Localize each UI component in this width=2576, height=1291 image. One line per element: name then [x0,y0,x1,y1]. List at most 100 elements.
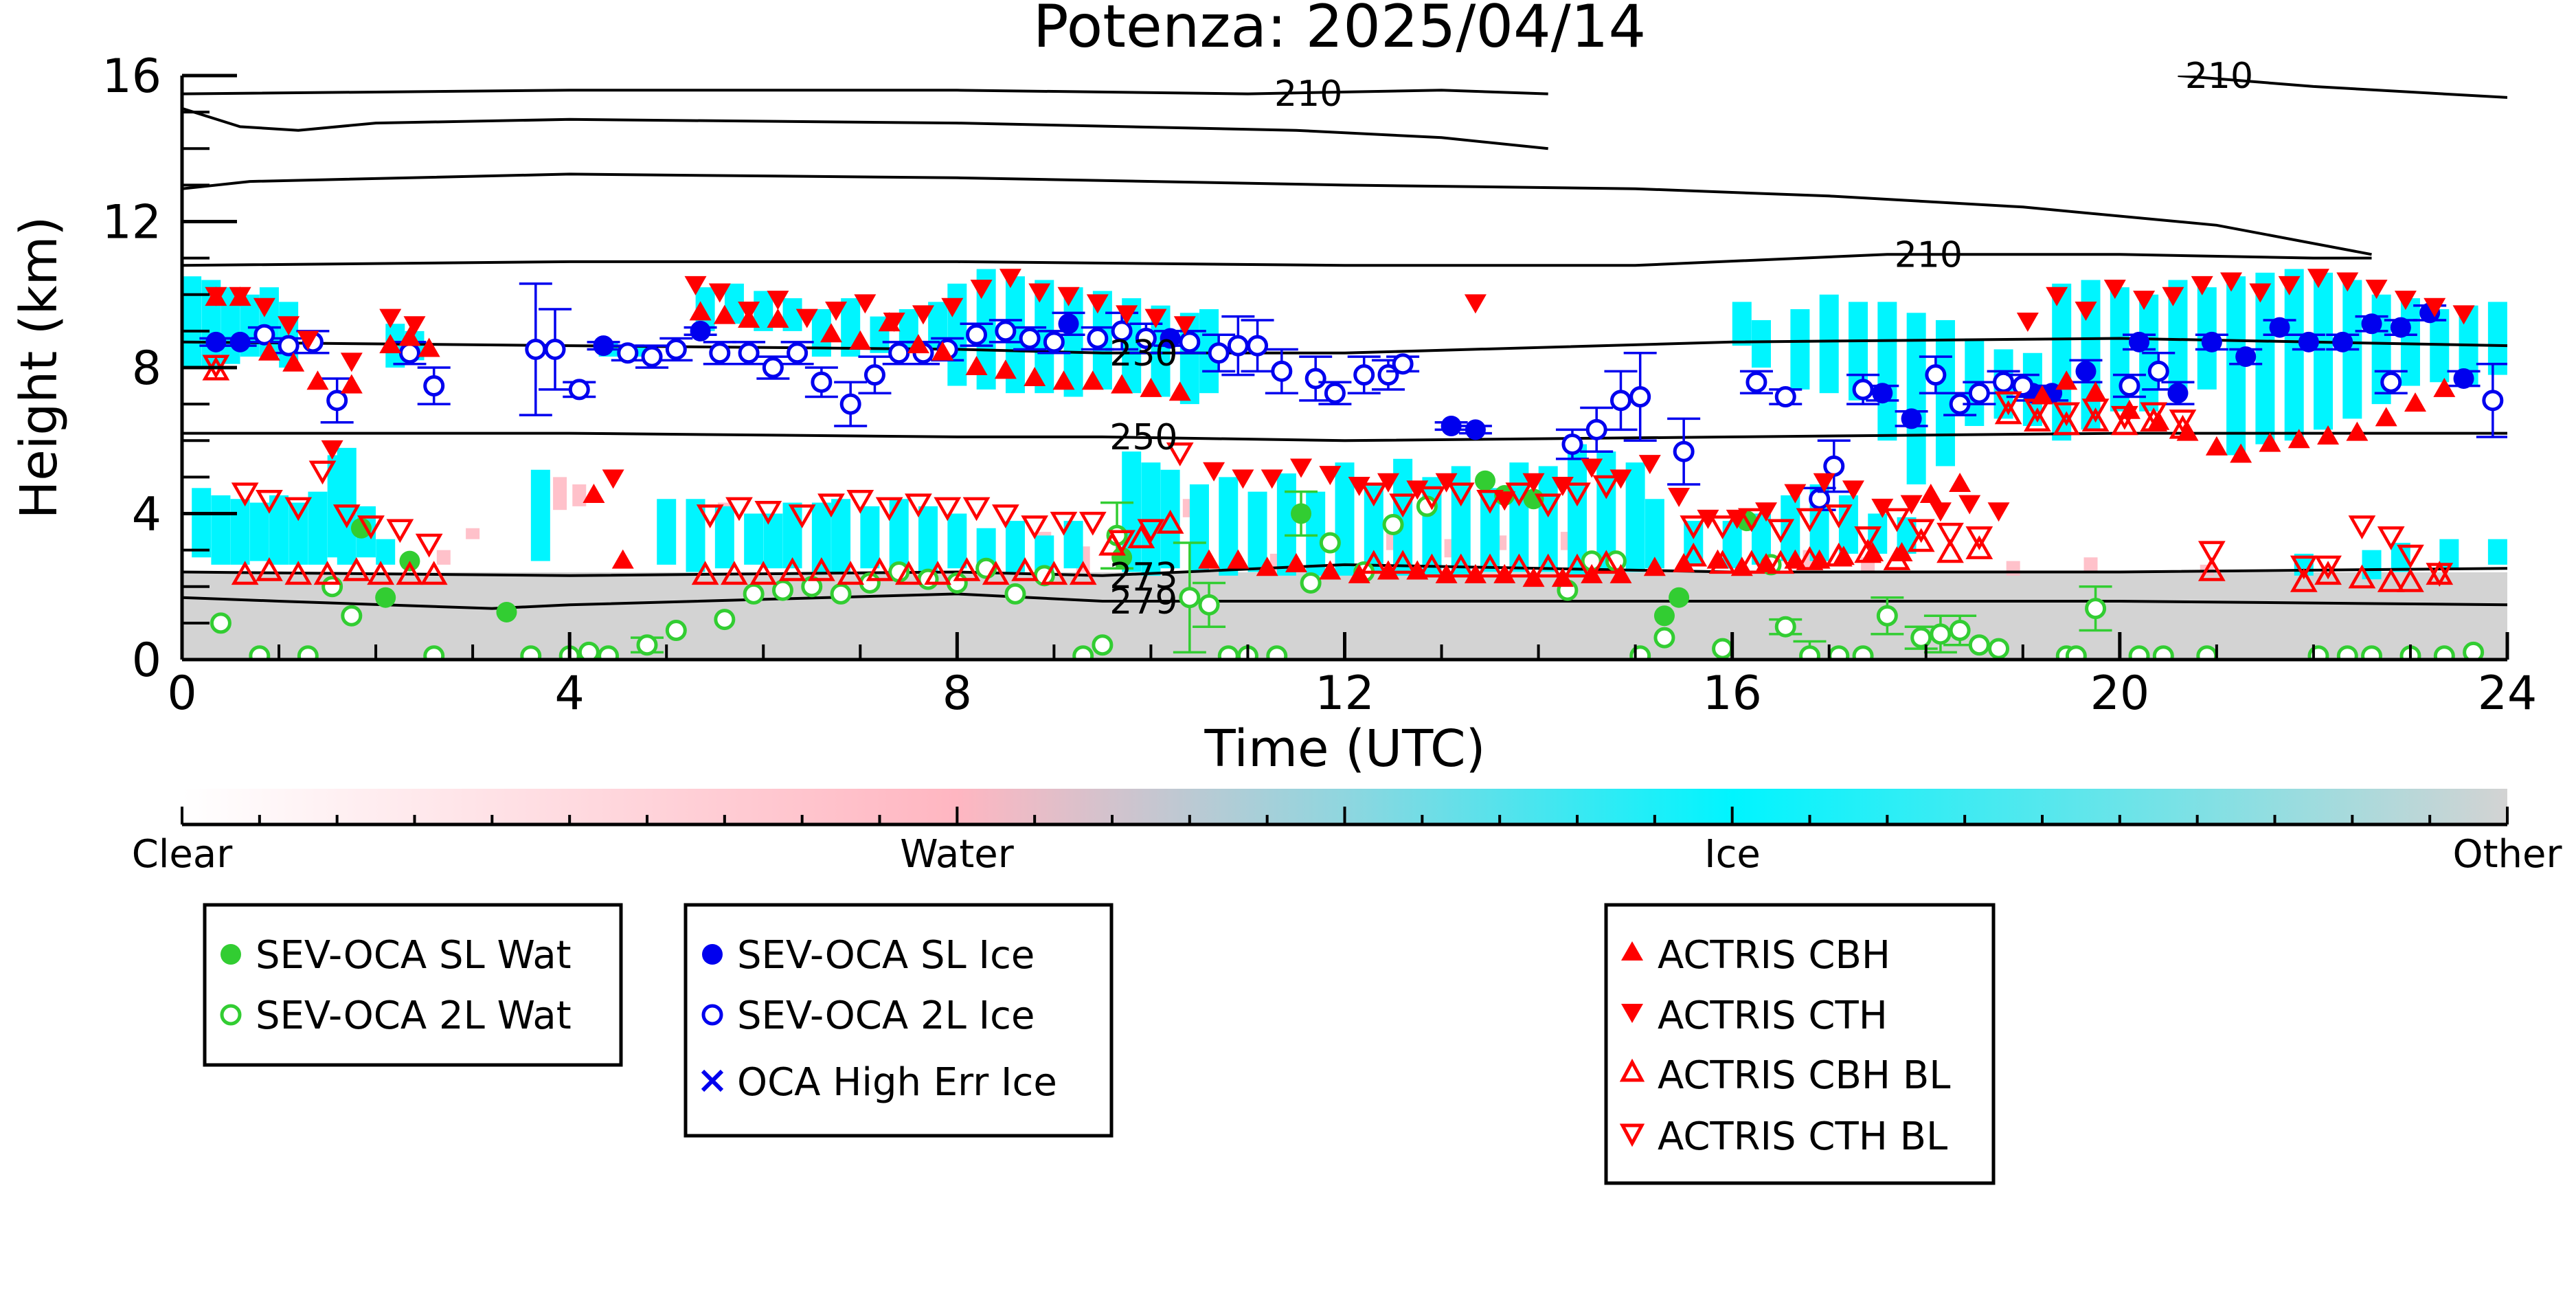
data-point [2152,645,2174,660]
data-point [808,557,835,581]
data-point [966,324,988,346]
data-point [1522,568,1545,587]
data-point [2433,645,2455,660]
data-point [1406,480,1429,500]
data-point [231,561,259,585]
data-point [2377,568,2405,592]
data-point [210,612,231,634]
plot-area [182,76,2507,660]
data-point [313,561,341,585]
data-point [520,645,542,660]
legend-ice: SEV-OCA SL Ice SEV-OCA 2L Ice OCA High E… [683,903,1114,1138]
data-point [2220,272,2243,292]
data-point [1069,561,1097,585]
legend-label-actris-cbh-bl: ACTRIS CBH BL [1658,1053,1950,1098]
data-point [1929,502,1952,522]
data-point [1551,477,1574,496]
data-point [2012,375,2034,397]
data-point [1581,563,1603,583]
data-point [297,645,319,660]
data-point [398,326,421,346]
data-point [2197,541,2226,565]
data-point [253,298,275,317]
y-tick-label: 0 [132,633,161,688]
data-point [423,375,445,397]
data-point [1108,530,1136,554]
data-point [866,557,894,581]
data-point [1901,408,1922,429]
data-point [691,561,719,585]
data-point [839,393,861,415]
data-point [350,517,372,539]
data-point [598,645,620,660]
data-point [2453,368,2474,389]
data-point [1266,645,1288,660]
data-point [970,280,993,300]
data-point [1111,374,1133,394]
ice-strip-63 [1276,473,1296,576]
ice-strip-25 [744,513,764,565]
ice-strip-59 [1160,469,1180,569]
data-point [1813,473,1835,493]
data-point [738,342,760,364]
contour-line-1 [2178,76,2507,99]
data-point [568,379,590,401]
data-point [965,356,988,375]
data-point [830,583,852,605]
data-point [1958,495,1981,515]
data-point [525,338,547,360]
data-point [1304,368,1326,390]
data-point [931,341,954,361]
x-tick-label: 24 [2478,666,2538,721]
data-point [1389,493,1417,518]
data-point [205,331,227,352]
data-point [2103,280,2126,300]
data-point [1987,502,2010,522]
water-strip-1 [572,484,587,506]
data-point [854,294,877,314]
data-point [415,533,443,558]
data-point [1609,390,1631,412]
y-tick-label: 4 [132,488,161,542]
data-point [1359,482,1388,507]
data-point [714,609,736,631]
data-point [883,312,905,332]
data-point [340,352,363,372]
data-point [1697,509,1719,529]
data-point [820,323,842,343]
data-point [1796,546,1824,570]
data-point [1592,550,1620,574]
data-point [2197,557,2226,581]
data-point [754,500,782,525]
data-point [2307,269,2329,289]
contour-line-7 [182,563,2507,577]
data-point [1585,418,1607,440]
data-point [602,469,624,489]
data-point [962,497,991,521]
ice-strip-90 [1877,302,1897,441]
data-point [2361,313,2382,335]
data-point [1493,563,1516,583]
data-point [2075,302,2097,321]
data-point [2140,407,2168,431]
contour-line-6 [182,431,2507,442]
data-point [1910,627,1932,649]
series-actris-cth-bl [202,355,2454,587]
data-point [1668,487,1691,507]
contour-label-1: 210 [2185,56,2253,97]
data-point [1168,381,1191,401]
ice-strip-33 [947,513,967,569]
data-point [1968,634,1990,656]
data-point [2016,312,2039,332]
colorbar-label-clear: Clear [132,832,233,877]
data-point [2375,407,2397,427]
data-point [1160,328,1181,349]
ice-strip-91 [1906,313,1926,484]
data-point [1629,386,1651,407]
data-point [1669,587,1690,608]
data-point [1505,482,1533,507]
data-point [1353,364,1375,386]
data-point [1359,550,1388,574]
data-point [1464,294,1487,314]
legend-actris: ACTRIS CBH ACTRIS CTH ACTRIS CBH BL ACTR… [1604,903,1996,1185]
